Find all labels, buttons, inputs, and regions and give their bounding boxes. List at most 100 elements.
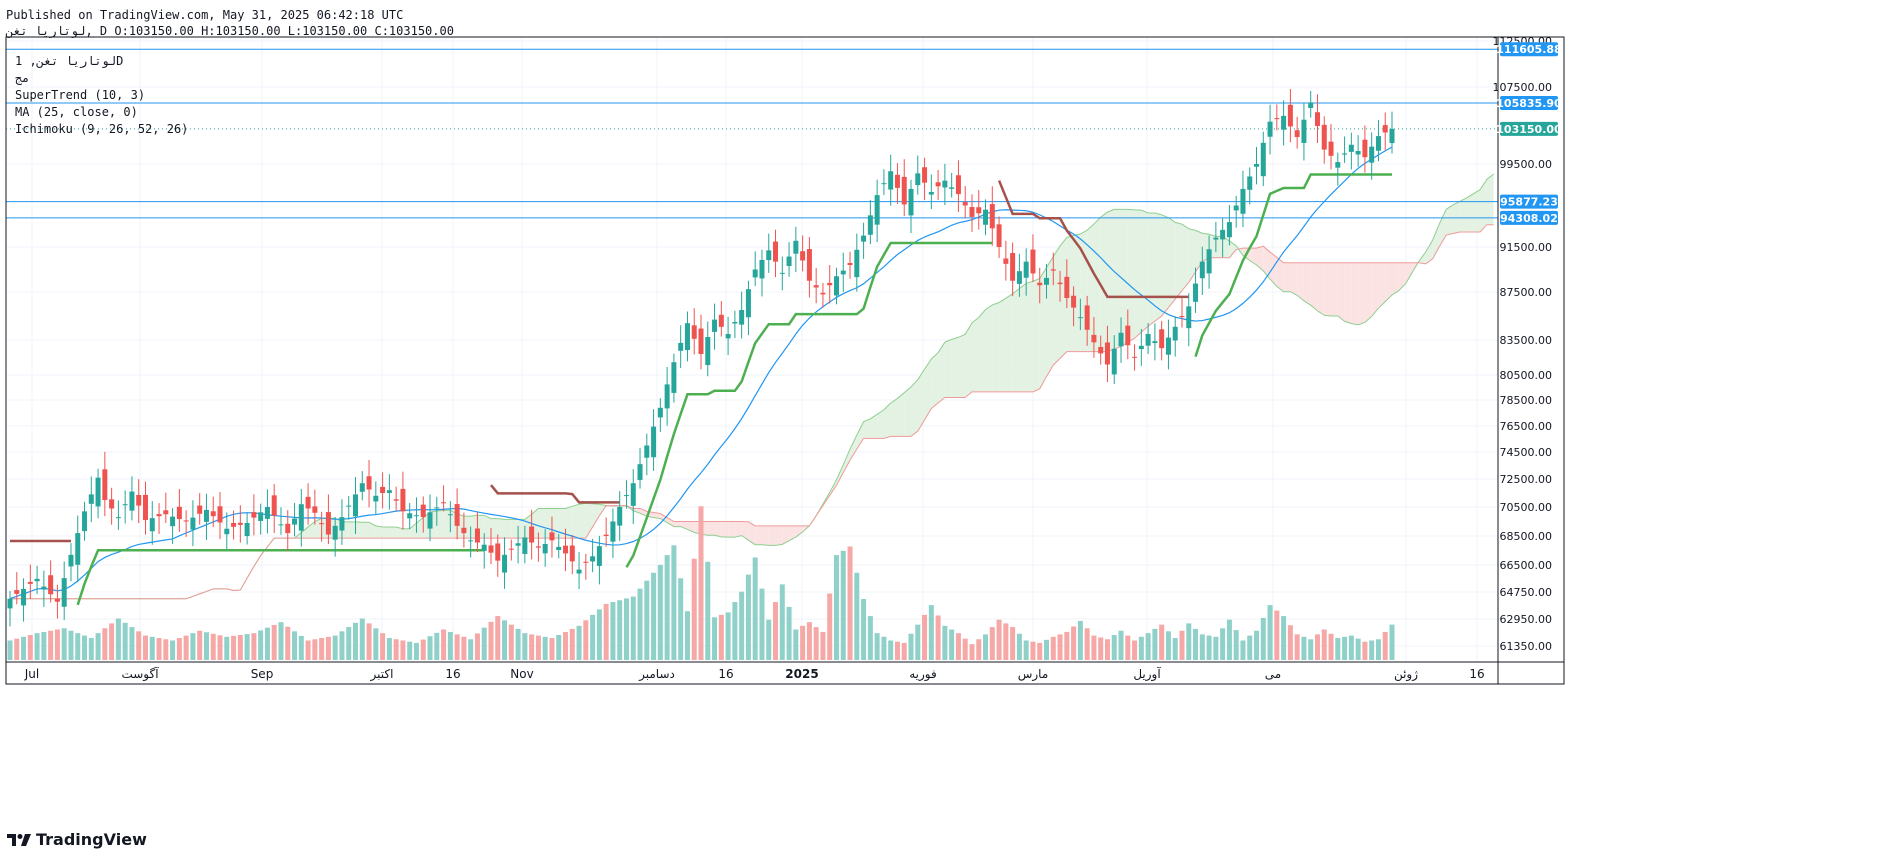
candle-body <box>353 494 358 517</box>
cloud-segment <box>680 521 688 530</box>
candle-body <box>908 188 914 216</box>
cloud-segment <box>592 503 600 527</box>
candle-body <box>583 561 589 563</box>
candle-body <box>881 183 887 185</box>
volume-bar <box>1172 638 1178 660</box>
volume-bar <box>1044 639 1049 660</box>
candle-body <box>1308 102 1314 108</box>
candle-body <box>1335 162 1341 168</box>
legend-supertrend[interactable]: SuperTrend (10, 3) <box>15 88 146 102</box>
volume-bar <box>623 598 629 660</box>
cloud-segment <box>1371 262 1379 317</box>
price-tick-label: 107500.00 <box>1493 81 1553 94</box>
legend-ma[interactable]: MA (25, close, 0) <box>15 105 138 119</box>
candle-body <box>1165 337 1171 355</box>
candle-body <box>752 269 758 278</box>
candle-body <box>95 477 101 507</box>
cloud-segment <box>1351 262 1359 325</box>
candle-body <box>251 512 257 518</box>
supertrend-segment <box>997 180 1189 299</box>
cloud-segment <box>667 517 674 527</box>
chart-border <box>5 36 1565 685</box>
volume-bar <box>339 631 345 660</box>
candle-body <box>1172 326 1178 341</box>
cloud-segment <box>1005 293 1013 392</box>
price-tick-label: 87500.00 <box>1500 286 1553 299</box>
volume-bar <box>1111 634 1117 660</box>
volume-bar <box>1077 620 1083 660</box>
candle-body <box>657 407 663 418</box>
candle-body <box>41 586 47 590</box>
candle-body <box>1206 249 1212 274</box>
time-tick-label: دسامبر <box>638 667 675 682</box>
volume-bar <box>1084 628 1090 660</box>
cloud-segment <box>375 525 383 539</box>
volume-bar <box>27 634 33 660</box>
cloud-segment <box>1466 193 1474 232</box>
candle-body <box>1030 249 1036 274</box>
volume-bar <box>298 635 304 660</box>
volume-bar <box>522 633 528 660</box>
candle-body <box>949 187 955 189</box>
volume-bar <box>407 641 413 660</box>
candle-body <box>1145 334 1151 346</box>
volume-bar <box>441 629 447 660</box>
volume-bar <box>854 572 860 660</box>
volume-bar <box>420 639 426 660</box>
cloud-segment <box>1093 217 1101 352</box>
cloud-segment <box>1480 179 1487 232</box>
volume-bar <box>54 629 60 660</box>
cloud-segment <box>1405 262 1413 284</box>
volume-bar <box>861 599 867 660</box>
candle-body <box>1267 121 1273 137</box>
volume-bar <box>190 633 196 660</box>
volume-bar <box>1314 634 1320 660</box>
volume-bar <box>1213 636 1219 660</box>
cloud-segment <box>396 527 403 539</box>
cloud-segment <box>538 508 546 539</box>
candle-body <box>793 240 799 254</box>
price-tick-label: 68500.00 <box>1500 530 1553 543</box>
cloud-segment <box>558 508 566 539</box>
candle-body <box>210 511 216 517</box>
cloud-segment <box>545 508 552 539</box>
volume-bar <box>1023 640 1029 660</box>
cloud-segment <box>707 521 715 536</box>
cloud-segment <box>416 517 424 539</box>
time-tick-label: آوریل <box>1133 666 1161 682</box>
cloud-segment <box>938 342 945 403</box>
candle-body <box>1044 277 1049 285</box>
brand-name: TradingView <box>36 830 147 849</box>
ichimoku-cloud <box>10 173 1494 600</box>
time-axis[interactable]: Jul آگوست Sep اکتبر 16 Nov دسامبر 16 2025 فوریه ما… <box>24 666 1485 682</box>
price-tick-label: 91500.00 <box>1500 241 1553 254</box>
legend-symbol[interactable]: لوتاریا تغن, 1D <box>15 54 124 68</box>
candle-body <box>664 384 670 409</box>
candle-body <box>759 259 765 279</box>
volume-bar <box>1355 638 1361 660</box>
cloud-segment <box>436 510 444 539</box>
candle-body <box>163 510 169 515</box>
tradingview-logo[interactable]: TradingView <box>6 830 147 849</box>
candle-body <box>847 262 853 265</box>
cloud-segment <box>1168 217 1176 308</box>
cloud-segment <box>1317 262 1325 316</box>
legend-ichimoku[interactable]: Ichimoku (9, 26, 52, 26) <box>15 122 189 136</box>
cloud-segment <box>1398 262 1406 291</box>
cloud-segment <box>1425 240 1433 264</box>
cloud-segment <box>1114 209 1122 350</box>
candle-body <box>1077 317 1083 319</box>
time-tick-label: 2025 <box>785 667 818 681</box>
candle-body <box>1193 283 1199 302</box>
candle-body <box>1104 342 1110 365</box>
supertrend-segment <box>625 241 993 568</box>
volume-bar <box>129 627 135 660</box>
cloud-segment <box>1297 262 1304 301</box>
volume-bar <box>1342 636 1348 660</box>
volume-bar <box>115 618 121 660</box>
volume-bar <box>170 640 176 660</box>
volume-bar <box>569 628 575 660</box>
candle-body <box>27 581 33 584</box>
volume-bar <box>1199 634 1205 660</box>
